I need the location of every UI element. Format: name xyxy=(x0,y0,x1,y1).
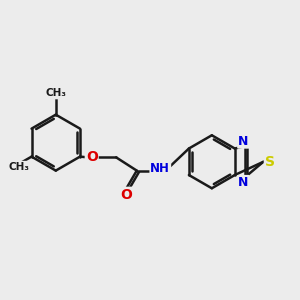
Text: CH₃: CH₃ xyxy=(8,162,29,172)
Text: S: S xyxy=(265,155,275,169)
Text: O: O xyxy=(121,188,132,202)
Text: N: N xyxy=(238,176,248,189)
Text: NH: NH xyxy=(150,162,170,175)
Text: CH₃: CH₃ xyxy=(45,88,66,98)
Text: O: O xyxy=(86,150,98,164)
Text: N: N xyxy=(238,135,248,148)
